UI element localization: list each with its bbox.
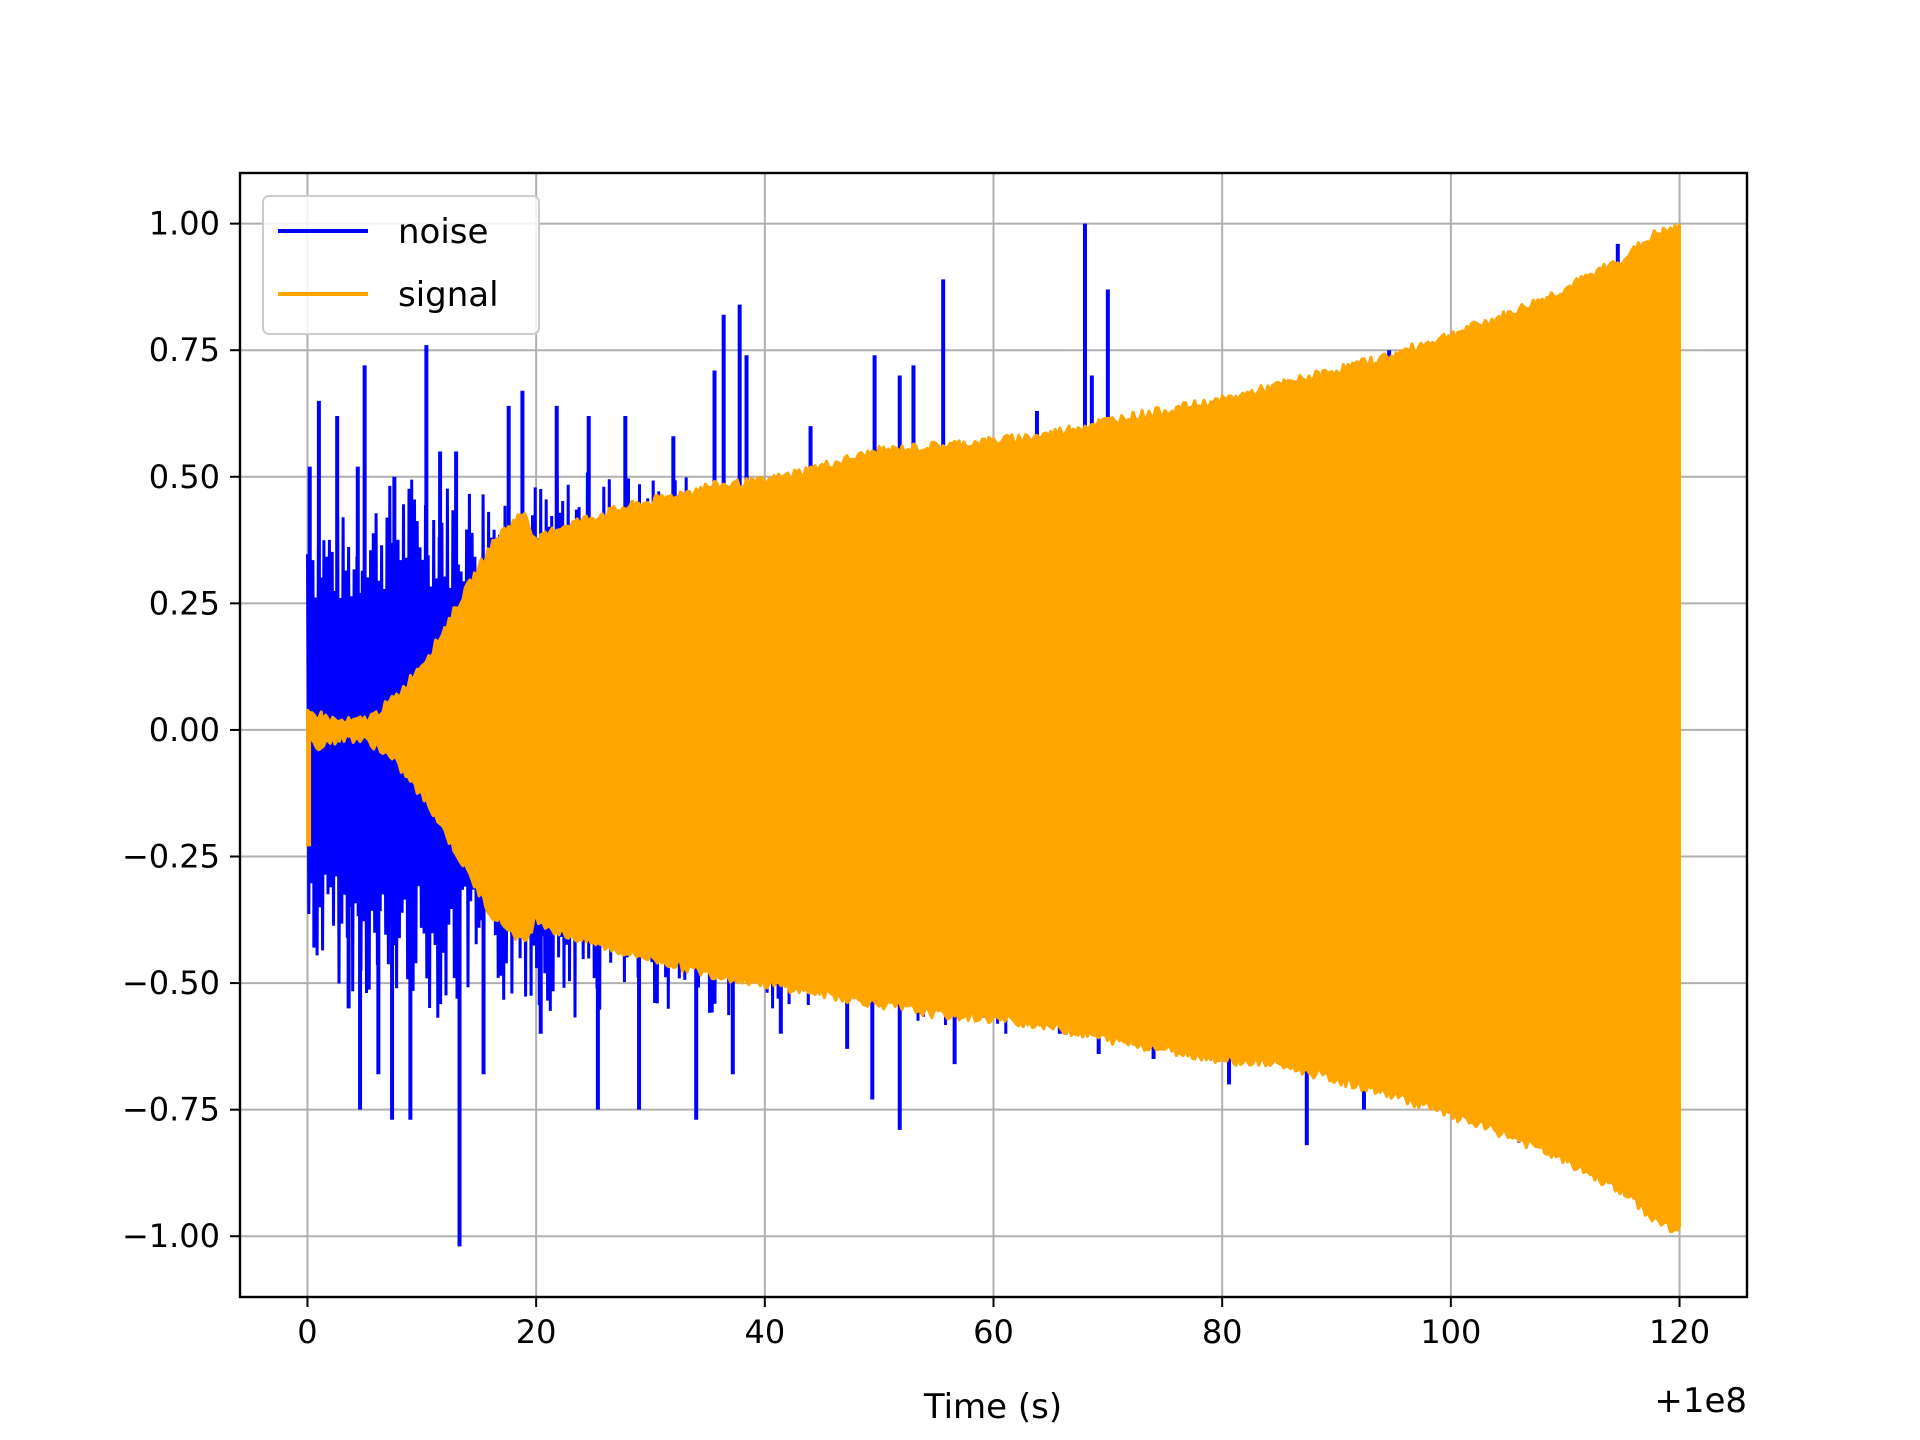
y-tick-label: −1.00 (122, 1217, 220, 1255)
y-axis: 1.00 0.75 0.50 0.25 0.00 −0.25 −0.50 −0.75 −1.00 (122, 205, 240, 1255)
x-offset-label: +1e8 (1654, 1381, 1747, 1421)
signal-envelope (306, 223, 1681, 1234)
y-tick-label: −0.50 (122, 964, 220, 1002)
x-tick-label: 20 (516, 1313, 557, 1351)
y-tick-label: 0.25 (149, 584, 220, 622)
signal-series (306, 223, 1681, 1234)
x-tick-label: 40 (744, 1313, 785, 1351)
y-tick-label: 0.00 (149, 711, 220, 749)
x-tick-label: 80 (1202, 1313, 1243, 1351)
legend-noise-label: noise (398, 212, 488, 252)
y-tick-label: 0.75 (149, 331, 220, 369)
x-axis-label: Time (s) (923, 1387, 1062, 1427)
x-tick-label: 100 (1420, 1313, 1481, 1351)
legend: noise signal (262, 195, 540, 335)
y-tick-label: −0.25 (122, 838, 220, 876)
legend-signal-label: signal (398, 275, 499, 315)
x-tick-label: 60 (973, 1313, 1014, 1351)
x-tick-label: 120 (1649, 1313, 1710, 1351)
y-tick-label: 0.50 (149, 458, 220, 496)
x-tick-label: 0 (297, 1313, 317, 1351)
y-tick-label: −0.75 (122, 1091, 220, 1129)
y-tick-label: 1.00 (149, 205, 220, 243)
x-axis: 0 20 40 60 80 100 120 (297, 1297, 1710, 1351)
